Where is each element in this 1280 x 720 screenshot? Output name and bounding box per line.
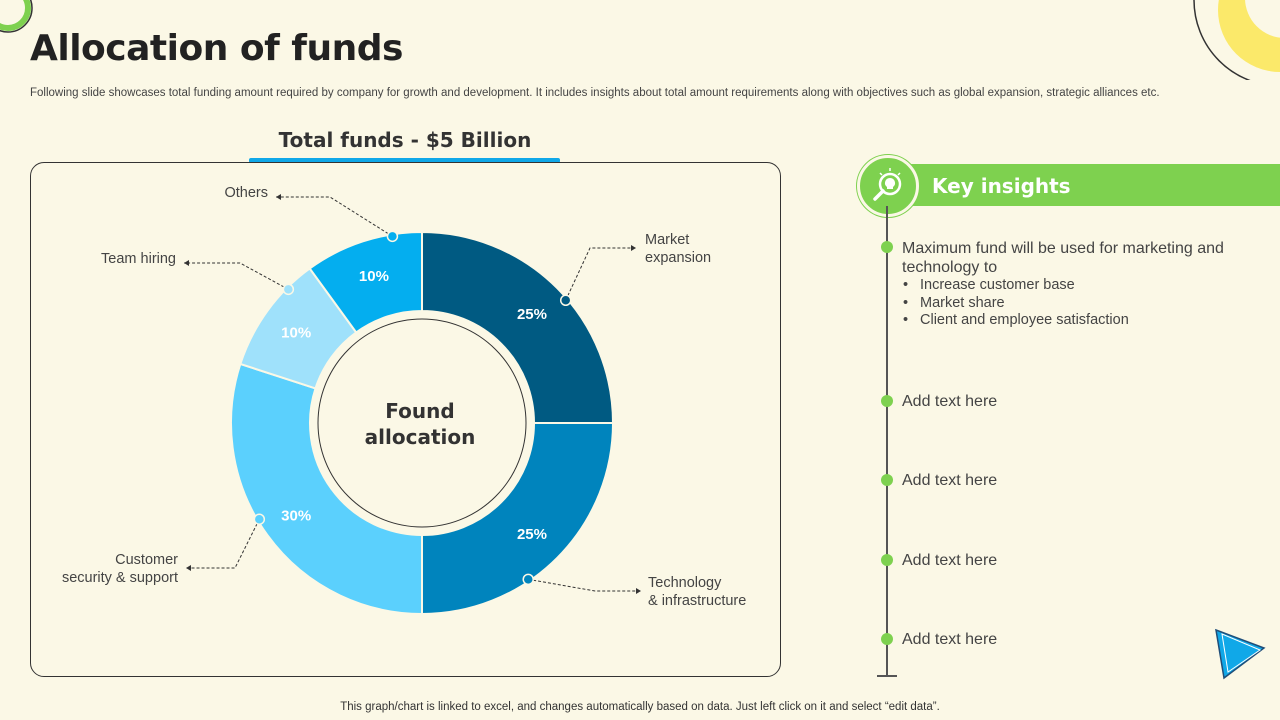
insights-header-bar (885, 164, 1280, 206)
donut-slice[interactable] (421, 422, 615, 616)
slice-value-label: 30% (281, 507, 311, 524)
insight-item-text[interactable]: Add text here (902, 552, 998, 569)
callout-line (184, 262, 289, 290)
chart-heading: Total funds - $5 Billion (278, 128, 532, 152)
callout-dot (522, 573, 534, 586)
timeline-dot (881, 633, 893, 645)
play-triangle-icon (1215, 628, 1266, 680)
insights-title: Key insights (932, 174, 1071, 198)
slice-category-label: Others (224, 185, 268, 201)
insights-icon-badge (857, 155, 919, 217)
donut-chart[interactable]: 25% Market expansion 25% Technology & infrast… (0, 0, 800, 700)
donut-center-ring (317, 318, 527, 528)
slice-value-label: 25% (517, 306, 547, 323)
donut-slice[interactable] (421, 230, 615, 424)
lightbulb-magnifier-icon (873, 168, 902, 201)
donut-center-label: Found allocation (365, 399, 476, 449)
slice-value-label: 10% (359, 268, 389, 285)
donut-slice[interactable] (230, 362, 423, 616)
callout-dot (559, 294, 572, 307)
insight-item-text[interactable]: Add text here (902, 472, 998, 489)
insight-main-text: Maximum fund will be used for marketing … (902, 240, 1224, 276)
callout-arrow (186, 565, 191, 571)
timeline-dot (881, 241, 893, 253)
insight-bullet: Client and employee satisfaction (903, 312, 1129, 330)
timeline-dot (881, 474, 893, 486)
callout-dot (386, 230, 399, 243)
callout-line (528, 578, 641, 592)
page-title: Allocation of funds (30, 28, 403, 69)
callout-line (186, 518, 260, 569)
corner-decoration-top-left (0, 0, 33, 33)
insight-bullet: Market share (903, 295, 1129, 313)
callout-dot (253, 513, 266, 525)
timeline-dot (881, 395, 893, 407)
chart-frame (30, 162, 781, 677)
callout-arrow (276, 194, 281, 200)
insight-item-text[interactable]: Add text here (902, 393, 998, 410)
callout-arrow (631, 245, 636, 251)
footer-note: This graph/chart is linked to excel, and… (340, 701, 940, 713)
timeline-line (886, 206, 888, 676)
slice-category-label: Market expansion (645, 232, 711, 266)
corner-decoration-top-right (1193, 0, 1280, 80)
timeline-dot (881, 554, 893, 566)
insight-bullet: Increase customer base (903, 277, 1129, 295)
donut-slice[interactable] (308, 230, 423, 334)
callout-arrow (184, 260, 189, 266)
insight-item-text[interactable]: Add text here (902, 631, 998, 648)
callout-arrow (636, 588, 641, 594)
callout-line (565, 247, 636, 301)
slice-value-label: 25% (517, 526, 547, 543)
slice-category-label: Technology & infrastructure (648, 575, 746, 609)
insight-bullet-list: Increase customer base Market share Clie… (903, 277, 1129, 330)
slice-value-label: 10% (281, 325, 311, 342)
callout-dot (282, 283, 295, 296)
slice-category-label: Customer security & support (62, 552, 178, 586)
callout-line (276, 196, 393, 237)
slice-category-label: Team hiring (101, 251, 176, 267)
page-subtitle: Following slide showcases total funding … (30, 87, 1160, 99)
chart-heading-underline (249, 158, 560, 163)
timeline-end-cap (877, 675, 897, 677)
